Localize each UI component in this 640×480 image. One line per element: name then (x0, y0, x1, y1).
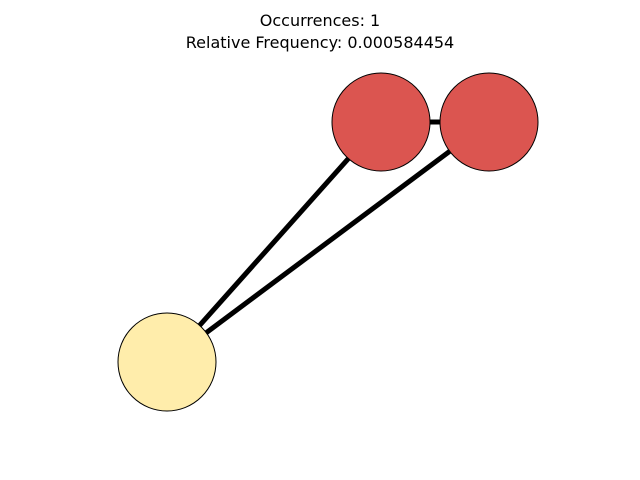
edge-n2-n3 (165, 119, 491, 365)
relative-frequency-label: Relative Frequency: 0.000584454 (185, 33, 455, 52)
nodes-layer (117, 72, 539, 412)
occurrences-label: Occurrences: 1 (259, 11, 381, 30)
node-n2 (439, 72, 539, 172)
node-n3 (117, 312, 217, 412)
edges-layer (165, 119, 491, 365)
edge-n1-n3 (165, 120, 383, 364)
node-n1 (331, 72, 431, 172)
